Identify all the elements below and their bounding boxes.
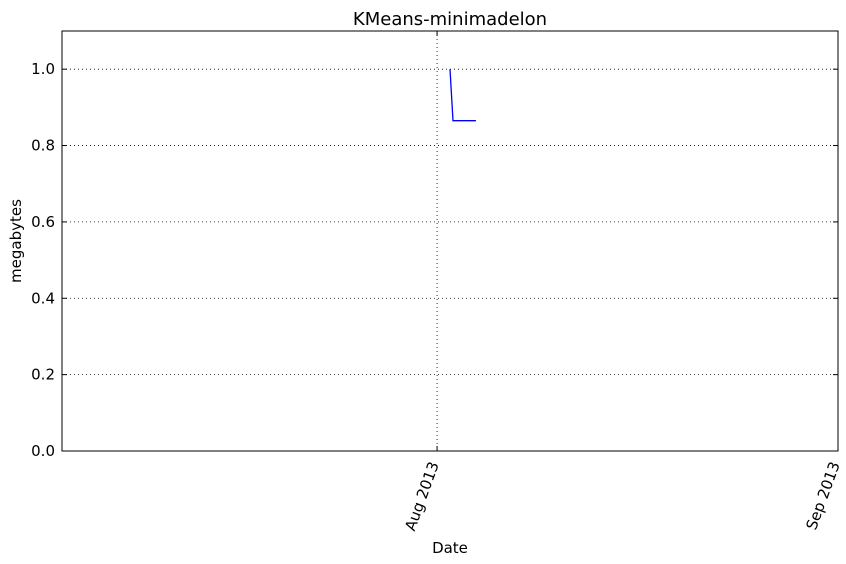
x-axis: Aug 2013 Sep 2013: [401, 31, 844, 533]
plot-area: [61, 30, 839, 452]
chart-title: KMeans-minimadelon: [353, 9, 547, 30]
x-tick-label: Sep 2013: [802, 459, 843, 532]
y-axis: 0.0 0.2 0.4 0.6 0.8 1.0: [31, 60, 838, 460]
y-tick-label: 0.4: [31, 289, 55, 307]
y-tick-label: 0.0: [31, 442, 55, 460]
y-tick-label: 0.8: [31, 137, 55, 155]
y-tick-label: 1.0: [31, 60, 55, 78]
x-axis-title: Date: [432, 539, 468, 557]
x-tick-label: Aug 2013: [401, 459, 443, 533]
y-axis-title: megabytes: [7, 199, 25, 283]
series-line: [449, 69, 476, 122]
y-tick-label: 0.6: [31, 213, 55, 231]
grid-lines: [62, 31, 839, 451]
y-tick-label: 0.2: [31, 366, 55, 384]
